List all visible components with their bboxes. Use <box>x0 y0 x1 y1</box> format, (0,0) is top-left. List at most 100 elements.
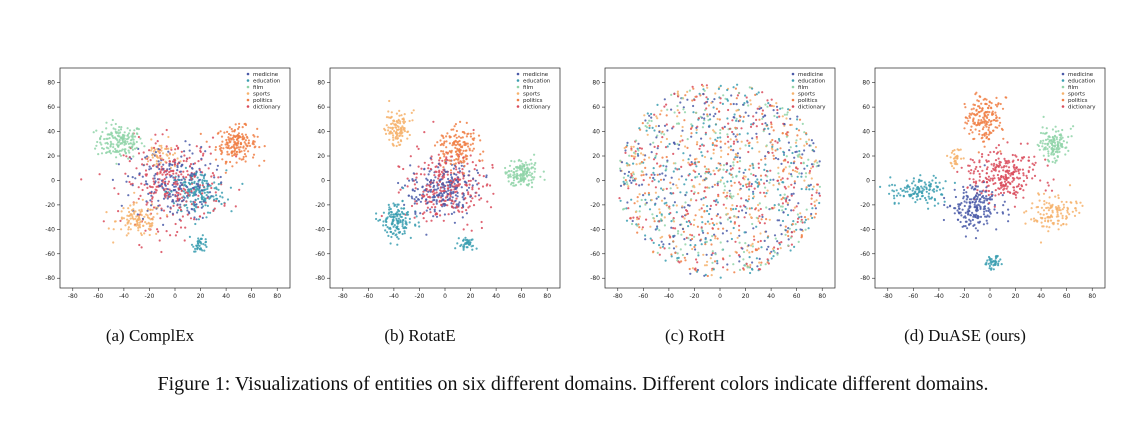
point-education <box>464 242 467 245</box>
point-education <box>375 217 378 221</box>
point-politics <box>237 127 240 130</box>
point-medicine <box>702 92 705 96</box>
point-dictionary <box>141 163 144 166</box>
point-education <box>389 230 392 233</box>
point-sports <box>167 147 170 150</box>
point-dictionary <box>146 163 149 166</box>
point-medicine <box>974 209 978 212</box>
point-education <box>198 244 201 247</box>
point-dictionary <box>1006 190 1009 193</box>
point-medicine <box>433 198 436 202</box>
point-education <box>916 194 920 197</box>
point-sports <box>402 120 405 123</box>
point-sports <box>758 261 761 264</box>
point-education <box>754 180 757 183</box>
point-medicine <box>454 164 457 167</box>
point-education <box>807 184 810 187</box>
point-dictionary <box>176 230 179 234</box>
point-film <box>797 240 800 243</box>
point-education <box>644 198 647 201</box>
point-medicine <box>166 188 169 191</box>
point-film <box>686 138 689 141</box>
point-politics <box>460 161 463 164</box>
point-education <box>924 196 927 200</box>
point-politics <box>729 216 732 219</box>
point-politics <box>963 127 966 130</box>
point-medicine <box>983 199 986 202</box>
point-education <box>666 145 669 148</box>
point-medicine <box>977 203 980 206</box>
point-education <box>808 188 811 191</box>
point-dictionary <box>656 162 659 165</box>
point-dictionary <box>651 180 654 183</box>
point-sports <box>392 134 395 137</box>
point-politics <box>640 160 643 164</box>
point-dictionary <box>665 187 668 190</box>
point-education <box>889 176 892 179</box>
point-dictionary <box>645 218 648 221</box>
point-medicine <box>166 197 169 200</box>
point-medicine <box>708 113 712 116</box>
point-film <box>140 142 143 145</box>
point-medicine <box>131 184 134 187</box>
point-sports <box>403 113 406 116</box>
point-film <box>623 207 626 210</box>
point-film <box>1057 130 1060 133</box>
point-sports <box>120 228 123 231</box>
point-film <box>529 158 532 161</box>
point-education <box>811 216 814 220</box>
point-politics <box>243 149 246 152</box>
point-dictionary <box>1027 156 1030 159</box>
point-dictionary <box>452 202 455 205</box>
point-film <box>519 175 522 178</box>
point-medicine <box>162 197 166 200</box>
point-education <box>932 174 935 177</box>
point-medicine <box>441 194 444 197</box>
point-education <box>687 225 690 228</box>
point-medicine <box>200 145 203 149</box>
point-education <box>908 185 911 188</box>
point-medicine <box>736 152 739 155</box>
point-politics <box>975 113 978 116</box>
point-dictionary <box>187 173 190 176</box>
point-medicine <box>993 203 996 207</box>
point-dictionary <box>175 144 178 147</box>
point-dictionary <box>190 178 193 181</box>
point-dictionary <box>635 183 638 186</box>
point-education <box>803 221 806 224</box>
point-film <box>703 119 706 122</box>
point-dictionary <box>795 205 798 208</box>
point-politics <box>735 251 738 254</box>
point-medicine <box>723 125 726 128</box>
point-medicine <box>441 182 444 185</box>
point-medicine <box>627 170 631 174</box>
point-sports <box>672 220 676 223</box>
point-sports <box>757 203 760 207</box>
point-education <box>215 194 218 197</box>
point-politics <box>691 99 694 102</box>
point-medicine <box>672 183 675 186</box>
point-dictionary <box>189 217 193 220</box>
point-dictionary <box>442 219 445 222</box>
point-education <box>729 180 733 183</box>
point-dictionary <box>1010 172 1013 176</box>
point-medicine <box>762 115 765 118</box>
point-medicine <box>443 204 446 207</box>
point-politics <box>449 159 452 162</box>
point-dictionary <box>776 108 779 112</box>
point-dictionary <box>743 216 746 219</box>
point-medicine <box>942 218 945 222</box>
point-sports <box>151 222 154 225</box>
point-film <box>673 111 676 114</box>
point-medicine <box>449 173 453 176</box>
point-dictionary <box>755 125 758 128</box>
point-politics <box>979 122 982 125</box>
point-medicine <box>672 247 676 250</box>
point-medicine <box>990 198 993 201</box>
point-education <box>706 205 709 208</box>
point-medicine <box>985 209 988 212</box>
point-sports <box>138 209 141 212</box>
point-film <box>110 123 113 126</box>
point-film <box>1061 145 1064 149</box>
point-dictionary <box>1044 189 1047 192</box>
